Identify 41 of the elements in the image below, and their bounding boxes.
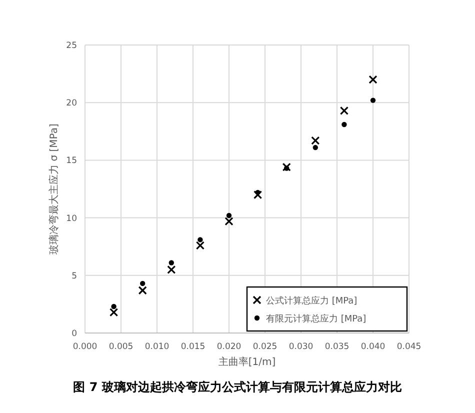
point [140,280,146,286]
point [224,216,234,226]
x-tick-label: 0.025 [252,342,278,352]
x-axis-title: 主曲率[1/m] [218,356,276,368]
point [282,162,291,172]
point [138,286,147,295]
point [254,190,262,200]
point [311,136,320,145]
x-tick-label: 0.040 [360,342,386,352]
point [255,190,260,196]
point [110,308,118,317]
point [168,260,174,266]
x-tick-label: 0.045 [396,342,422,352]
x-tick-label: 0.000 [72,342,98,352]
y-axis-title: 玻璃冷弯最大主应力 σ [MPa] [48,123,60,254]
point [196,241,204,250]
y-tick-label: 10 [66,214,77,224]
y-tick-label: 0 [72,329,77,339]
point [312,144,318,150]
legend-label: 有限元计算总应力 [MPa] [266,314,366,324]
point [167,265,176,274]
x-tick-label: 0.035 [324,342,350,352]
y-tick-label: 15 [66,156,77,166]
legend-label: 公式计算总应力 [MPa] [266,296,358,306]
point [111,304,116,310]
point [340,106,348,115]
point [368,75,378,84]
caption: 图 7 玻璃对边起拱冷弯应力公式计算与有限元计算总应力对比 [73,380,402,394]
y-tick-label: 20 [66,98,77,109]
x-tick-label: 0.030 [288,342,314,352]
x-tick-label: 0.020 [216,342,242,352]
point [198,237,203,242]
point [284,166,290,171]
x-tick-label: 0.005 [108,342,134,352]
x-tick-label: 0.010 [144,342,170,352]
y-tick-label: 5 [72,271,77,282]
x-tick-label: 0.015 [180,342,206,352]
point [226,212,232,218]
point [342,122,347,128]
point [370,98,376,103]
y-tick-label: 25 [66,41,77,51]
